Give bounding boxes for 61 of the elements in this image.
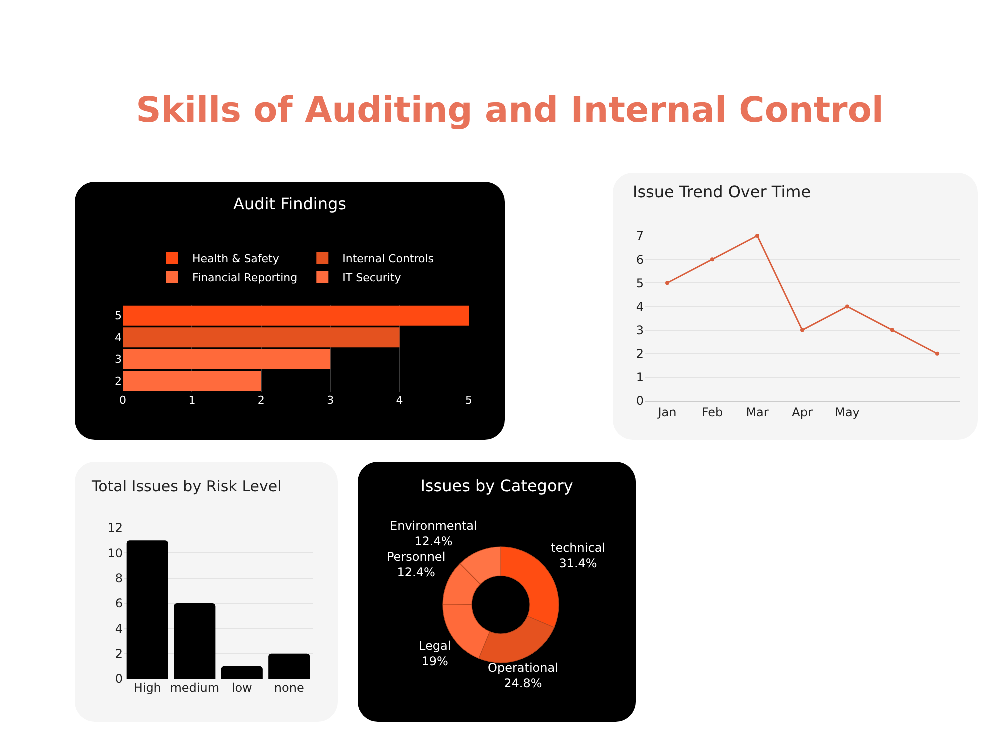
y-tick-label: 5 [636,276,644,290]
y-tick-label: 5 [115,310,122,323]
y-tick-label: 1 [636,370,644,385]
y-tick-label: 4 [115,622,123,636]
legend-label: IT Security [342,272,402,285]
y-tick-label: 2 [115,647,123,662]
y-tick-label: 10 [108,546,123,560]
data-label: 31.4% [559,556,598,571]
x-tick-label: 2 [258,394,265,407]
chart-title: Issues by Category [420,476,574,496]
point [710,258,714,262]
y-tick-label: 6 [115,596,123,611]
y-tick-label: 6 [636,252,644,267]
legend-label: Financial Reporting [192,272,298,285]
y-tick-label: 3 [636,323,644,338]
y-tick-label: 4 [636,300,644,314]
bar [126,540,168,679]
x-tick-label: none [274,681,304,695]
slice-label: Environmental [390,519,478,533]
bar [268,654,310,679]
text: Skills of Auditing and Internal Control [135,90,885,133]
slice-label: Legal [419,639,452,653]
x-tick-label: Mar [746,405,769,420]
x-tick-label: Jan [657,405,677,420]
x-tick-label: High [134,681,162,695]
legend-label: Health & Safety [192,252,280,266]
y-tick-label: 2 [115,374,122,388]
y-tick-label: 7 [636,229,644,244]
x-tick-label: 1 [188,394,196,407]
x-tick-label: May [835,405,860,420]
point [936,352,940,356]
point [756,234,760,238]
data-label: 24.8% [504,676,542,691]
chart-title: Issue Trend Over Time [633,182,812,202]
y-tick-label: 3 [115,353,122,366]
point [800,328,804,332]
data-label: 12.4% [397,566,436,580]
x-tick-label: 5 [466,394,472,407]
point [890,328,894,332]
x-tick-label: medium [170,681,220,695]
point [846,304,850,309]
data-label: 19% [422,654,448,669]
chart-title: Audit Findings [234,194,346,214]
slice-label: Operational [488,661,558,675]
y-tick-label: 8 [115,572,123,586]
x-tick-label: low [232,681,253,695]
legend-label: Internal Controls [342,252,434,266]
data-label: 12.4% [414,534,453,549]
x-tick-label: 4 [396,394,404,407]
y-tick-label: 4 [115,331,122,344]
x-tick-label: Feb [702,405,724,420]
bar [221,666,263,679]
slice-label: Personnel [387,550,446,564]
x-tick-label: 3 [327,394,334,407]
bar [174,604,216,679]
slice-label: technical [551,541,606,555]
y-tick-label: 12 [108,521,123,536]
point [666,281,670,286]
chart-title: Total Issues by Risk Level [91,477,282,496]
y-tick-label: 2 [636,347,644,362]
x-tick-label: Apr [792,405,813,420]
